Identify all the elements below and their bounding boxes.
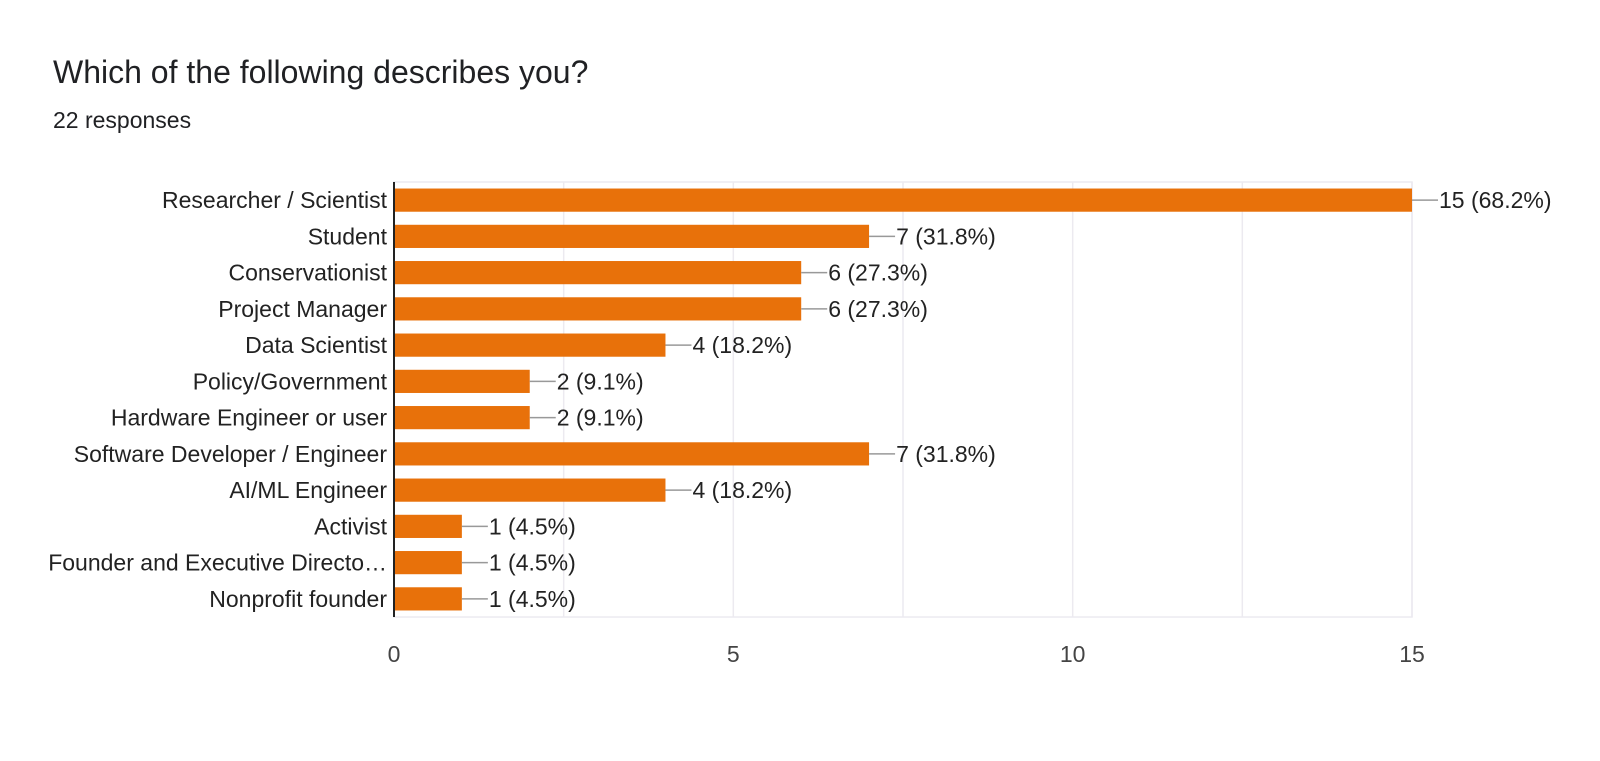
category-label: Software Developer / Engineer <box>74 441 388 467</box>
value-label: 7 (31.8%) <box>896 441 996 467</box>
value-label: 1 (4.5%) <box>489 586 576 612</box>
value-label: 4 (18.2%) <box>692 332 792 358</box>
value-label: 7 (31.8%) <box>896 223 996 249</box>
category-label: Activist <box>314 513 387 539</box>
value-label: 2 (9.1%) <box>557 405 644 431</box>
category-label: AI/ML Engineer <box>229 477 387 503</box>
value-label: 4 (18.2%) <box>692 477 792 503</box>
category-label: Founder and Executive Directo… <box>48 550 387 576</box>
x-tick-label: 0 <box>388 641 401 667</box>
value-label: 1 (4.5%) <box>489 513 576 539</box>
bar <box>394 514 462 538</box>
bar <box>394 406 530 430</box>
x-tick-label: 15 <box>1399 641 1425 667</box>
x-tick-label: 5 <box>727 641 740 667</box>
value-label: 15 (68.2%) <box>1439 187 1552 213</box>
value-label: 6 (27.3%) <box>828 296 928 322</box>
bar <box>394 261 802 285</box>
bar <box>394 587 462 611</box>
category-label: Researcher / Scientist <box>162 187 388 213</box>
value-label: 2 (9.1%) <box>557 368 644 394</box>
category-label: Student <box>308 223 388 249</box>
value-label: 1 (4.5%) <box>489 550 576 576</box>
category-label: Project Manager <box>218 296 387 322</box>
bar <box>394 478 666 502</box>
category-label: Conservationist <box>228 260 387 286</box>
bar <box>394 297 802 321</box>
bar <box>394 369 530 393</box>
response-count: 22 responses <box>53 107 192 133</box>
bar <box>394 551 462 575</box>
category-label: Policy/Government <box>193 368 388 394</box>
bar <box>394 224 870 248</box>
category-label: Hardware Engineer or user <box>111 405 387 431</box>
bar <box>394 333 666 357</box>
x-tick-label: 10 <box>1060 641 1086 667</box>
value-label: 6 (27.3%) <box>828 260 928 286</box>
bar <box>394 188 1412 212</box>
category-label: Data Scientist <box>245 332 388 358</box>
bar <box>394 442 870 466</box>
question-title: Which of the following describes you? <box>53 54 589 90</box>
category-label: Nonprofit founder <box>209 586 387 612</box>
